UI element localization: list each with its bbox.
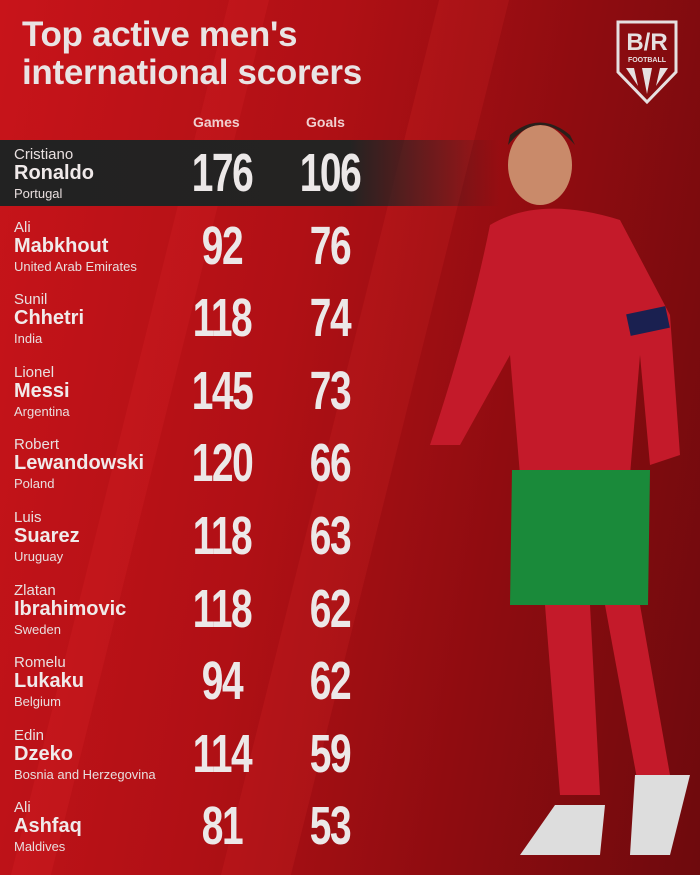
player-last-name: Dzeko — [14, 742, 73, 765]
player-row: Romelu Lukaku Belgium 94 62 — [0, 648, 500, 714]
title-line-2: international scorers — [22, 53, 362, 92]
player-first-name: Luis — [14, 509, 42, 526]
games-value: 176 — [191, 143, 254, 203]
page-title: Top active men's international scorers — [22, 16, 362, 92]
player-last-name: Chhetri — [14, 307, 84, 330]
player-first-name: Zlatan — [14, 581, 56, 599]
goals-value: 53 — [309, 796, 352, 857]
goals-value: 66 — [309, 433, 352, 494]
player-first-name: Ali — [14, 799, 31, 817]
player-first-name: Ali — [14, 218, 31, 236]
games-value: 118 — [192, 506, 253, 566]
goals-value: 62 — [309, 651, 352, 712]
player-country: India — [14, 331, 43, 347]
games-value: 94 — [201, 651, 244, 712]
player-first-name: Cristiano — [14, 146, 74, 163]
player-last-name: Lewandowski — [14, 452, 145, 475]
goals-value: 106 — [299, 143, 362, 203]
player-country: Argentina — [14, 403, 70, 419]
player-last-name: Lukaku — [14, 670, 85, 693]
player-country: Bosnia and Herzegovina — [14, 766, 156, 782]
player-first-name: Romelu — [14, 654, 66, 672]
player-last-name: Ibrahimovic — [14, 597, 127, 620]
player-last-name: Suarez — [14, 525, 80, 547]
column-header-games: Games — [193, 114, 240, 130]
goals-value: 62 — [309, 578, 352, 639]
player-row: Ali Ashfaq Maldives 81 53 — [0, 793, 500, 859]
goals-value: 59 — [309, 723, 352, 784]
games-value: 118 — [192, 578, 253, 639]
player-photo — [430, 122, 690, 855]
svg-text:FOOTBALL: FOOTBALL — [628, 57, 667, 64]
svg-text:B/R: B/R — [626, 29, 667, 56]
player-row: Cristiano Ronaldo Portugal 176 106 — [0, 140, 500, 206]
goals-value: 73 — [309, 360, 352, 421]
player-row: Edin Dzeko Bosnia and Herzegovina 114 59 — [0, 721, 500, 787]
player-row: Ali Mabkhout United Arab Emirates 92 76 — [0, 213, 500, 279]
title-line-1: Top active men's — [22, 15, 298, 54]
player-country: Sweden — [14, 621, 61, 637]
player-row: Zlatan Ibrahimovic Sweden 118 62 — [0, 576, 500, 642]
goals-value: 63 — [309, 506, 352, 566]
games-value: 114 — [192, 723, 253, 784]
player-first-name: Robert — [14, 436, 60, 454]
games-value: 145 — [191, 360, 254, 421]
player-row: Robert Lewandowski Poland 120 66 — [0, 430, 500, 496]
player-last-name: Messi — [14, 379, 70, 402]
player-row: Luis Suarez Uruguay 118 63 — [0, 503, 500, 569]
player-country: United Arab Emirates — [14, 258, 137, 274]
bleacher-report-football-logo: B/R FOOTBALL — [616, 20, 678, 104]
player-row: Lionel Messi Argentina 145 73 — [0, 358, 500, 424]
player-country: Belgium — [14, 694, 61, 710]
games-value: 120 — [191, 433, 254, 494]
player-row: Sunil Chhetri India 118 74 — [0, 285, 500, 351]
games-value: 118 — [192, 288, 253, 349]
player-last-name: Mabkhout — [14, 234, 109, 257]
games-value: 92 — [201, 215, 244, 276]
player-first-name: Lionel — [14, 363, 55, 381]
player-country: Portugal — [14, 186, 63, 201]
goals-value: 76 — [309, 215, 352, 276]
player-country: Uruguay — [14, 549, 64, 564]
goals-value: 74 — [309, 288, 352, 349]
column-header-goals: Goals — [306, 114, 345, 130]
player-first-name: Edin — [14, 726, 45, 744]
games-value: 81 — [201, 796, 244, 857]
player-last-name: Ronaldo — [14, 162, 94, 184]
player-first-name: Sunil — [14, 291, 48, 309]
player-country: Maldives — [14, 839, 66, 855]
player-country: Poland — [14, 476, 55, 492]
player-last-name: Ashfaq — [14, 815, 82, 838]
